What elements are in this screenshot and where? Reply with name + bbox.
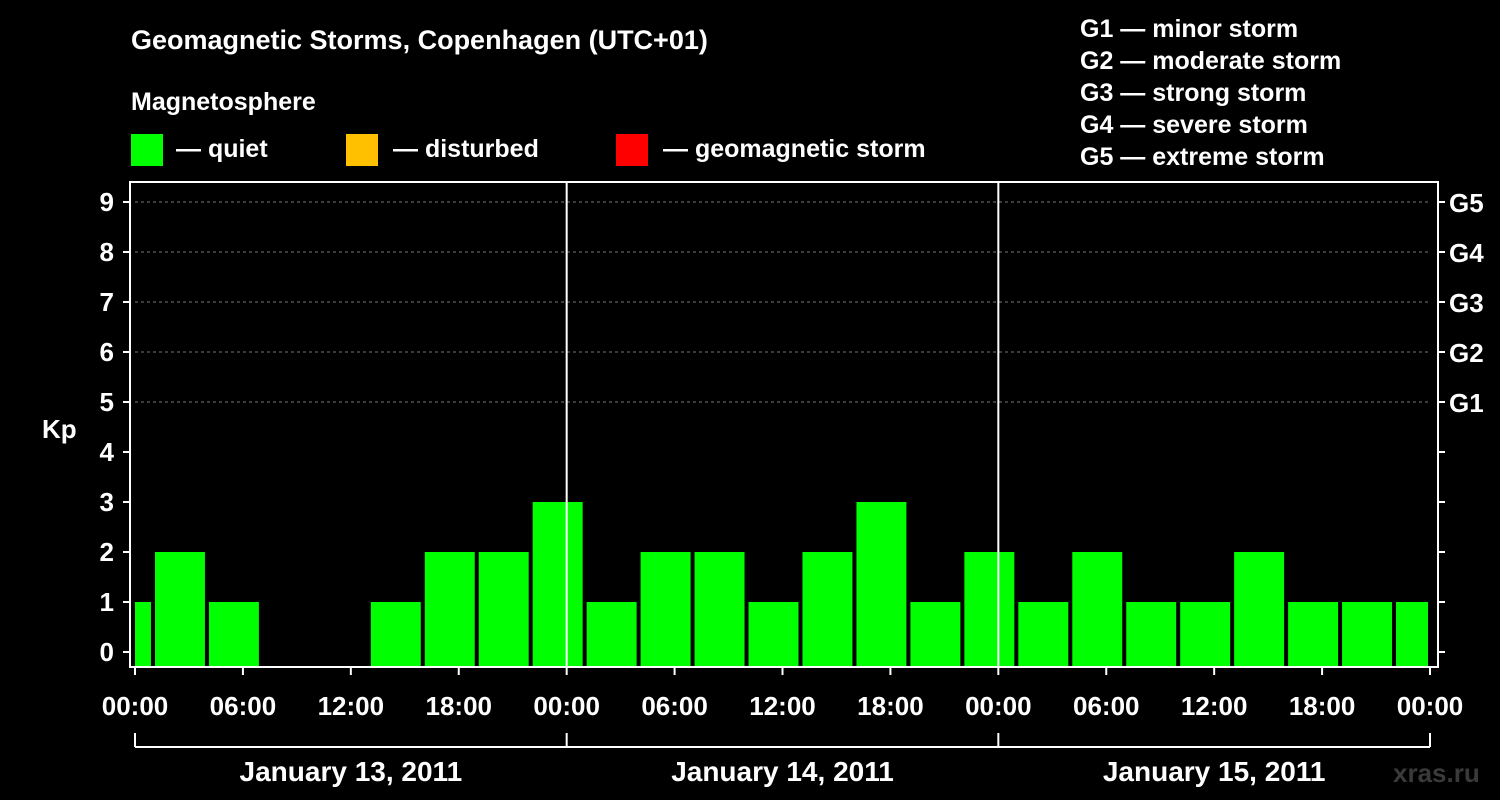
y-axis-label: Kp xyxy=(42,414,77,444)
ytick-label-3: 3 xyxy=(100,487,114,517)
gscale-label-g1: G1 xyxy=(1449,388,1484,418)
ytick-label-0: 0 xyxy=(100,637,114,667)
legend-swatch-quiet xyxy=(131,134,163,166)
xtick-label-10: 12:00 xyxy=(1181,691,1248,721)
ytick-label-7: 7 xyxy=(100,287,114,317)
legend-label-disturbed: — disturbed xyxy=(393,135,539,163)
plot-frame xyxy=(129,181,1439,668)
legend-label-storm: — geomagnetic storm xyxy=(663,135,926,163)
ytick-label-6: 6 xyxy=(100,337,114,367)
legend-label-quiet: — quiet xyxy=(176,135,268,163)
bar-21 xyxy=(1234,552,1285,667)
xtick-label-5: 06:00 xyxy=(641,691,708,721)
xtick-label-6: 12:00 xyxy=(749,691,816,721)
bar-5 xyxy=(370,602,421,667)
ytick-label-5: 5 xyxy=(100,387,114,417)
plot-area: 0 1 2 3 4 5 6 7 8 9 G1 G2 G3 G4 G5 00:00 06:00 12:00 18:00… xyxy=(100,181,1484,787)
xtick-label-9: 06:00 xyxy=(1073,691,1140,721)
day-label-0: January 13, 2011 xyxy=(240,756,463,787)
ytick-label-9: 9 xyxy=(100,187,114,217)
xtick-label-1: 06:00 xyxy=(210,691,277,721)
bar-11 xyxy=(694,552,745,667)
bar-9 xyxy=(586,602,637,667)
gscale-label-g3: G3 xyxy=(1449,288,1484,318)
gscale-label-g4: G4 xyxy=(1449,238,1484,268)
ytick-label-4: 4 xyxy=(100,437,115,467)
scale-g4: G4 — severe storm xyxy=(1080,111,1308,139)
scale-g3: G3 — strong storm xyxy=(1080,79,1306,107)
day-label-2: January 15, 2011 xyxy=(1103,756,1326,787)
scale-g5: G5 — extreme storm xyxy=(1080,143,1325,171)
xtick-label-2: 12:00 xyxy=(318,691,385,721)
gscale-label-g2: G2 xyxy=(1449,338,1484,368)
xtick-label-12: 00:00 xyxy=(1397,691,1464,721)
ytick-label-2: 2 xyxy=(100,537,114,567)
bar-15 xyxy=(910,602,961,667)
xtick-label-0: 00:00 xyxy=(102,691,169,721)
gscale-label-g5: G5 xyxy=(1449,188,1484,218)
scale-g2: G2 — moderate storm xyxy=(1080,47,1341,75)
bar-13 xyxy=(802,552,853,667)
ytick-label-1: 1 xyxy=(100,587,114,617)
legend-swatch-storm xyxy=(616,134,648,166)
bar-14 xyxy=(856,502,907,667)
watermark: xras.ru xyxy=(1393,758,1480,788)
bar-12 xyxy=(748,602,799,667)
bar-20 xyxy=(1180,602,1231,667)
legend-swatch-disturbed xyxy=(346,134,378,166)
bar-19 xyxy=(1126,602,1177,667)
xtick-label-4: 00:00 xyxy=(533,691,600,721)
xtick-label-3: 18:00 xyxy=(426,691,493,721)
xtick-label-11: 18:00 xyxy=(1289,691,1356,721)
bar-17 xyxy=(1018,602,1069,667)
bar-7 xyxy=(478,552,529,667)
legend-heading: Magnetosphere xyxy=(131,88,316,116)
bar-18 xyxy=(1072,552,1123,667)
bar-8 xyxy=(532,502,583,667)
day-label-1: January 14, 2011 xyxy=(671,756,894,787)
bar-23 xyxy=(1342,602,1393,667)
ytick-label-8: 8 xyxy=(100,237,114,267)
xtick-label-7: 18:00 xyxy=(857,691,924,721)
bar-1 xyxy=(154,552,205,667)
chart-title: Geomagnetic Storms, Copenhagen (UTC+01) xyxy=(131,25,708,55)
bar-22 xyxy=(1288,602,1339,667)
bar-0 xyxy=(135,602,151,667)
bar-16 xyxy=(964,552,1015,667)
bar-10 xyxy=(640,552,691,667)
scale-g1: G1 — minor storm xyxy=(1080,15,1298,43)
xtick-label-8: 00:00 xyxy=(965,691,1032,721)
bar-2 xyxy=(208,602,259,667)
bar-24 xyxy=(1396,602,1428,667)
bar-6 xyxy=(424,552,475,667)
